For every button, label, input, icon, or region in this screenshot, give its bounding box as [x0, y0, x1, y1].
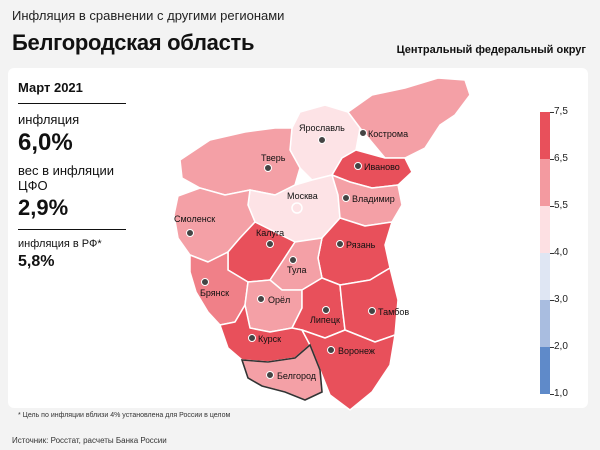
city-dot: [257, 295, 265, 303]
district-label: Центральный федеральный округ: [396, 44, 586, 56]
page-subtitle: Инфляция в сравнении с другими регионами: [12, 8, 285, 23]
legend-swatch: [540, 112, 550, 159]
legend-swatch: [540, 300, 550, 347]
city-dot: [322, 306, 330, 314]
legend-label: 7,5: [554, 106, 568, 117]
city-label-kostroma: Кострома: [368, 129, 408, 139]
rf-inflation-value: 5,8%: [18, 253, 55, 270]
city-label-ivanovo: Иваново: [364, 162, 400, 172]
city-label-smolensk: Смоленск: [174, 214, 215, 224]
city-dot: [186, 229, 194, 237]
page-title: Белгородская область: [12, 30, 255, 55]
city-label-voronezh: Воронеж: [338, 346, 375, 356]
city-label-lipetsk: Липецк: [310, 315, 340, 325]
legend-tick: [550, 253, 554, 254]
source-note: Источник: Росстат, расчеты Банка России: [12, 436, 167, 445]
legend-label: 4,0: [554, 247, 568, 258]
city-dot: [266, 371, 274, 379]
city-label-oryol: Орёл: [268, 295, 290, 305]
city-dot: [359, 129, 367, 137]
city-dot: [264, 164, 272, 172]
legend-tick: [550, 300, 554, 301]
rf-inflation-label: инфляция в РФ*: [18, 238, 102, 250]
region-vladimir: [331, 174, 403, 227]
legend-swatch: [540, 253, 550, 300]
city-label-kursk: Курск: [258, 334, 281, 344]
city-label-yaroslavl: Ярославль: [299, 123, 345, 133]
inflation-label: инфляция: [18, 112, 80, 127]
stats-panel: Март 2021 инфляция 6,0% вес в инфляции Ц…: [18, 80, 138, 271]
inflation-value: 6,0%: [18, 129, 73, 156]
legend-tick: [550, 394, 554, 395]
weight-value: 2,9%: [18, 195, 69, 220]
legend-tick: [550, 159, 554, 160]
legend-tick: [550, 112, 554, 113]
legend-tick: [550, 206, 554, 207]
month-label: Март 2021: [18, 80, 83, 95]
city-label-moscow: Москва: [287, 191, 318, 201]
city-dot: [289, 256, 297, 264]
legend-label: 3,0: [554, 294, 568, 305]
legend-tick: [550, 347, 554, 348]
city-label-bryansk: Брянск: [200, 288, 229, 298]
city-label-kaluga: Калуга: [256, 228, 284, 238]
city-dot: [201, 278, 209, 286]
moscow-city-marker: [291, 202, 303, 214]
divider: [18, 103, 126, 104]
city-dot: [248, 334, 256, 342]
city-dot: [336, 240, 344, 248]
legend-label: 2,0: [554, 341, 568, 352]
city-label-vladimir: Владимир: [352, 194, 395, 204]
city-label-tula: Тула: [287, 265, 307, 275]
city-label-ryazan: Рязань: [346, 240, 376, 250]
legend-label: 1,0: [554, 388, 568, 399]
city-label-tambov: Тамбов: [378, 307, 409, 317]
selected-region-outline: [240, 343, 323, 401]
legend-swatch: [540, 347, 550, 394]
footnote: * Цель по инфляции вблизи 4% установлена…: [18, 412, 231, 419]
weight-label: вес в инфляции ЦФО: [18, 163, 115, 193]
legend-swatch: [540, 159, 550, 206]
city-label-tver: Тверь: [261, 153, 286, 163]
region-kostroma: [347, 77, 471, 159]
city-dot: [354, 162, 362, 170]
city-dot: [368, 307, 376, 315]
city-dot: [318, 136, 326, 144]
legend-label: 5,5: [554, 200, 568, 211]
city-label-belgorod: Белгород: [277, 371, 317, 381]
city-dot: [327, 346, 335, 354]
divider: [18, 229, 126, 230]
city-dot: [266, 240, 274, 248]
legend-swatch: [540, 206, 550, 253]
city-dot: [342, 194, 350, 202]
legend-label: 6,5: [554, 153, 568, 164]
